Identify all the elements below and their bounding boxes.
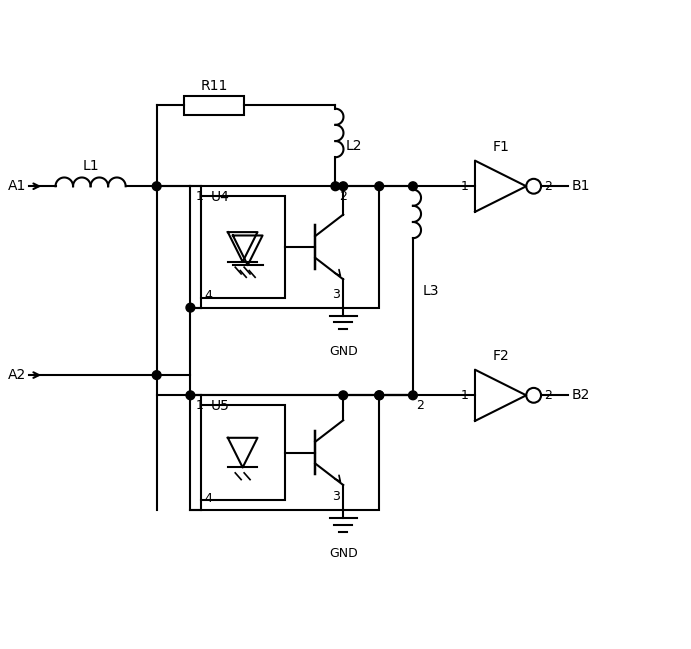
Text: F1: F1 — [492, 140, 509, 154]
Text: 1: 1 — [460, 180, 468, 193]
Circle shape — [375, 391, 384, 400]
Text: 2: 2 — [545, 180, 552, 193]
Text: GND: GND — [329, 345, 357, 358]
Text: L2: L2 — [346, 139, 362, 153]
Circle shape — [152, 371, 161, 380]
Circle shape — [408, 182, 417, 191]
Text: 4: 4 — [204, 289, 211, 302]
Bar — [184, 96, 245, 115]
Text: B2: B2 — [571, 388, 590, 402]
Text: L3: L3 — [423, 284, 439, 298]
Bar — [191, 186, 379, 308]
Circle shape — [339, 182, 348, 191]
Text: R11: R11 — [200, 79, 227, 93]
Text: 1: 1 — [196, 398, 204, 411]
Text: L1: L1 — [82, 159, 99, 173]
Text: 1: 1 — [196, 190, 204, 202]
Text: F2: F2 — [492, 349, 509, 363]
Circle shape — [375, 391, 384, 400]
Text: 2: 2 — [339, 190, 347, 202]
Text: U5: U5 — [211, 398, 229, 413]
Text: 3: 3 — [332, 490, 340, 503]
Circle shape — [186, 303, 195, 312]
Text: GND: GND — [329, 547, 357, 560]
Bar — [200, 406, 285, 500]
Text: 2: 2 — [416, 398, 424, 411]
Bar — [200, 197, 285, 297]
Text: 4: 4 — [204, 491, 211, 504]
Text: 3: 3 — [332, 288, 340, 301]
Circle shape — [408, 391, 417, 400]
Text: A2: A2 — [8, 368, 26, 382]
Text: U4: U4 — [211, 190, 229, 204]
Text: B1: B1 — [571, 179, 590, 193]
Circle shape — [186, 391, 195, 400]
Text: 2: 2 — [545, 389, 552, 402]
Circle shape — [339, 391, 348, 400]
Bar — [191, 395, 379, 510]
Circle shape — [331, 182, 340, 191]
Circle shape — [152, 182, 161, 191]
Text: 1: 1 — [460, 389, 468, 402]
Circle shape — [375, 182, 384, 191]
Text: A1: A1 — [8, 179, 26, 193]
